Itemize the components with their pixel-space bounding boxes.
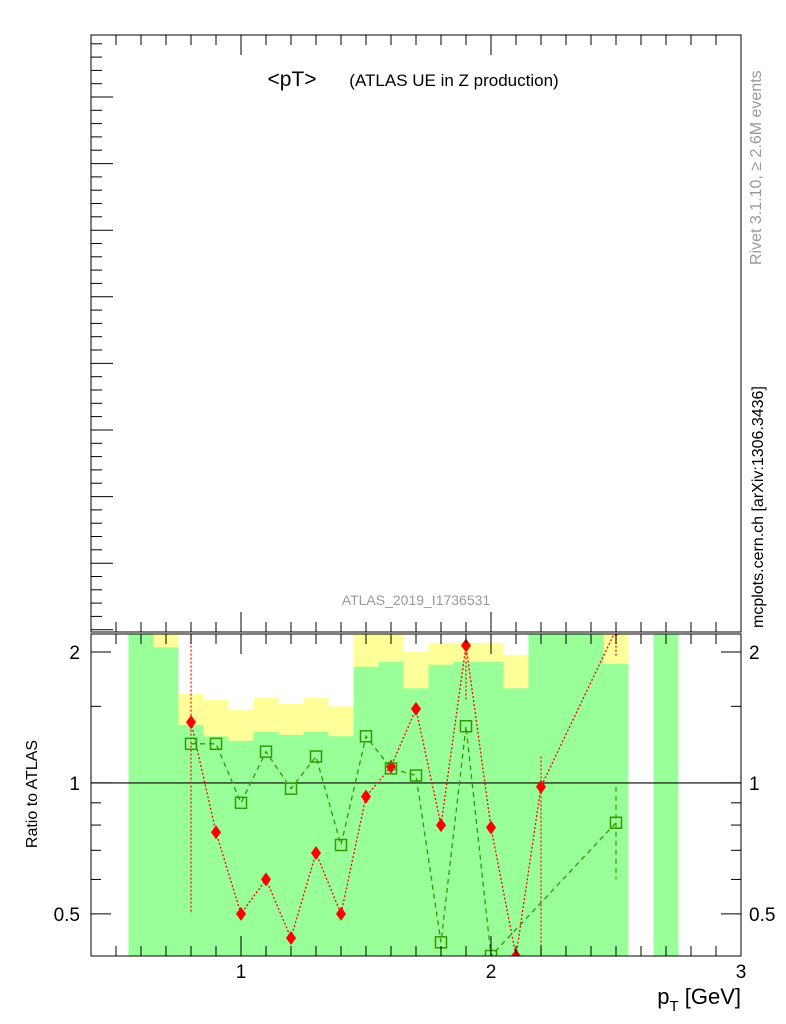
green-band-17 [603,663,629,956]
y-axis-label: Ratio to ATLAS [24,740,41,848]
x-tick-label-0: 1 [236,962,247,983]
plot-title-sub: (ATLAS UE in Z production) [349,71,558,90]
series-1-point-0 [184,737,198,751]
y-tick-label-left-2: 2 [69,643,80,664]
green-band-12 [428,664,454,956]
analysis-id-label: ATLAS_2019_I1736531 [342,592,491,608]
x-tick-labels: 1 2 3 [236,962,747,983]
x-axis-label: pT [GeV] [657,984,741,1015]
main-panel-y-ticks [91,43,113,631]
series-0-point-0 [186,715,196,730]
y-tick-label-right-2: 2 [749,643,760,664]
series-0-point-9 [411,701,421,716]
green-band-9 [353,666,379,956]
green-band-11 [403,688,429,956]
green-band-4 [228,740,254,956]
green-band-14 [478,661,504,956]
green-band-0 [128,634,154,956]
series-1-point-11 [459,719,473,733]
series-0-point-3 [261,872,271,887]
y-tick-labels: 0.5 0.5 1 1 2 2 [54,643,776,926]
uncertainty-bands [128,634,679,956]
y-tick-label-right-1: 1 [749,774,760,795]
series-1-point-6 [334,838,348,852]
series-0-point-7 [361,789,371,804]
series-1-point-13 [609,816,623,829]
series-1-point-9 [409,769,423,782]
series-0-point-5 [311,846,321,861]
x-tick-label-2: 3 [736,962,747,983]
series-0-point-12 [486,820,496,835]
green-band-1 [153,647,179,956]
mcplots-label: mcplots.cern.ch [arXiv:1306.3436] [750,386,767,628]
green-band-15 [503,688,529,956]
y-tick-label-left-0: 0.5 [54,905,80,926]
y-tick-label-right-0: 0.5 [749,905,775,926]
series-1-line [191,726,617,956]
series-0-point-1 [211,825,221,840]
series-1-point-1 [209,737,223,751]
rivet-version-label: Rivet 3.1.10, ≥ 2.6M events [748,70,765,265]
series-0-point-2 [236,906,246,921]
series-0-point-11 [461,638,471,653]
y-tick-label-left-1: 1 [69,774,80,795]
series-layer [184,634,623,956]
series-0-point-6 [336,906,346,921]
series-1-point-7 [359,730,373,743]
green-band-7 [303,731,329,956]
x-tick-label-1: 2 [486,962,497,983]
green-band-6 [278,734,304,956]
green-band-3 [203,736,229,956]
series-1-point-5 [309,750,323,763]
series-0-point-14 [536,779,546,794]
green-band-13 [453,661,479,956]
series-1-point-8 [384,762,398,775]
green-band-18 [653,634,679,956]
ratio-panel-ticks [90,634,742,957]
series-1-point-3 [259,745,273,758]
series-0-point-4 [286,930,296,945]
green-band-10 [378,661,404,956]
series-1-point-4 [284,782,298,795]
green-band-8 [328,736,354,956]
series-1-point-2 [234,796,248,810]
main-panel-x-ticks [90,35,742,632]
green-band-16 [528,634,604,956]
main-panel-frame [90,34,742,633]
plot-title-main: <pT> [267,68,316,91]
series-0-point-10 [436,818,446,833]
